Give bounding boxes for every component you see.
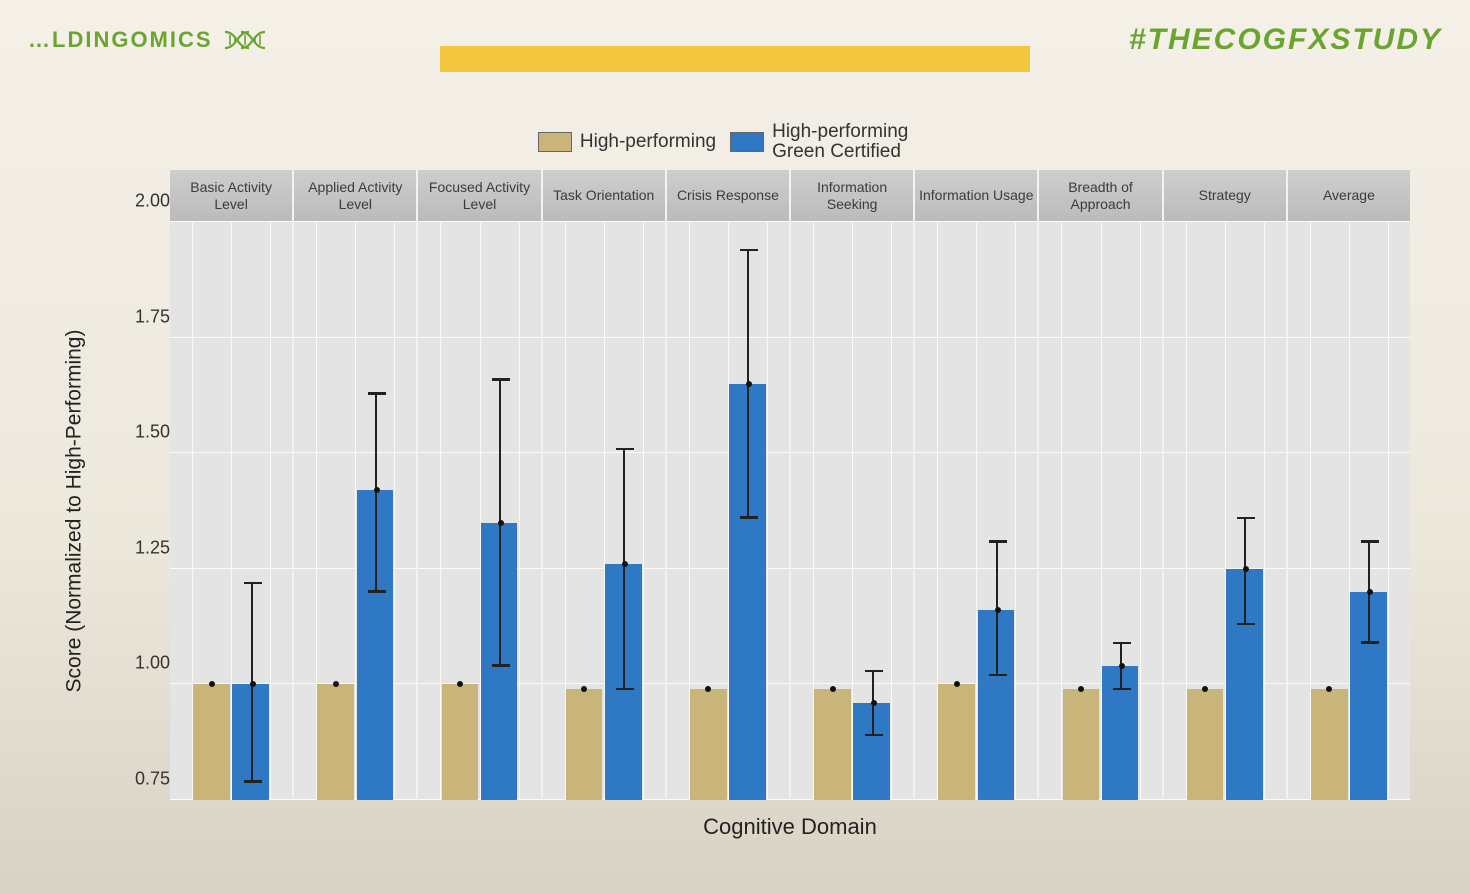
- legend-item-high-performing: High-performing: [538, 131, 716, 153]
- dna-icon: [223, 28, 267, 52]
- gridline-v: [1264, 222, 1265, 800]
- bar-high-performing: [1187, 689, 1224, 800]
- facet-plot: [418, 222, 540, 800]
- gridline-v: [1388, 222, 1389, 800]
- error-bar: [996, 541, 998, 675]
- error-bar: [1244, 518, 1246, 624]
- facet-plot: [294, 222, 416, 800]
- facet-panel: Applied Activity Level: [292, 170, 416, 800]
- facet-header: Focused Activity Level: [418, 170, 540, 222]
- y-axis: 0.751.001.251.501.752.00: [120, 222, 170, 800]
- legend-swatch-b: [730, 132, 764, 152]
- facet-plot: [543, 222, 665, 800]
- gridline-v: [767, 222, 768, 800]
- error-bar: [1120, 643, 1122, 689]
- bar-marker: [830, 686, 836, 692]
- facet-plot: [667, 222, 789, 800]
- gridline-v: [1140, 222, 1141, 800]
- facet-panel: Crisis Response: [665, 170, 789, 800]
- y-axis-label: Score (Normalized to High-Performing): [54, 222, 94, 800]
- bar-high-performing: [1311, 689, 1348, 800]
- facet-header: Average: [1288, 170, 1410, 222]
- brand-text: …LDINGOMICS: [28, 27, 213, 53]
- y-tick: 1.50: [135, 422, 170, 443]
- bar-high-performing: [690, 689, 727, 800]
- bar-high-performing: [938, 684, 975, 800]
- bar-marker: [705, 686, 711, 692]
- y-tick: 2.00: [135, 191, 170, 212]
- facet-panel: Information Usage: [913, 170, 1037, 800]
- facet-panel: Focused Activity Level: [416, 170, 540, 800]
- bar-marker: [1078, 686, 1084, 692]
- header-left-brand: …LDINGOMICS: [28, 27, 267, 53]
- facet-header: Information Usage: [915, 170, 1037, 222]
- facet-panel: Breadth of Approach: [1037, 170, 1161, 800]
- bar-high-performing: [193, 684, 230, 800]
- legend: High-performing High-performing Green Ce…: [60, 120, 1410, 164]
- facet-header: Information Seeking: [791, 170, 913, 222]
- x-axis-label: Cognitive Domain: [170, 814, 1410, 840]
- bar-high-performing: [566, 689, 603, 800]
- facet-header: Task Orientation: [543, 170, 665, 222]
- legend-label-a: High-performing: [580, 131, 716, 153]
- gridline-v: [891, 222, 892, 800]
- facet-panel: Strategy: [1162, 170, 1286, 800]
- bar-marker: [954, 681, 960, 687]
- bar-marker: [1202, 686, 1208, 692]
- gridline-v: [270, 222, 271, 800]
- y-tick: 1.25: [135, 537, 170, 558]
- error-bar: [747, 250, 749, 518]
- y-tick: 1.00: [135, 653, 170, 674]
- y-tick: 1.75: [135, 306, 170, 327]
- bar-marker: [457, 681, 463, 687]
- bar-marker: [581, 686, 587, 692]
- bar-marker: [1326, 686, 1332, 692]
- facet-panel: Task Orientation: [541, 170, 665, 800]
- header-hashtag: #THECOGFXSTUDY: [1129, 23, 1442, 57]
- facet-panel: Information Seeking: [789, 170, 913, 800]
- legend-item-green-certified: High-performing Green Certified: [730, 122, 932, 162]
- facet-header: Applied Activity Level: [294, 170, 416, 222]
- facet-plot: [915, 222, 1037, 800]
- yellow-accent-bar: [440, 46, 1030, 72]
- gridline-v: [643, 222, 644, 800]
- facet-header: Strategy: [1164, 170, 1286, 222]
- chart: High-performing High-performing Green Ce…: [60, 120, 1410, 840]
- facet-panel: Basic Activity Level: [170, 170, 292, 800]
- y-tick: 0.75: [135, 769, 170, 790]
- slide: …LDINGOMICS #THECOGFXSTUDY High-performi…: [0, 0, 1470, 894]
- facet-plot: [1288, 222, 1410, 800]
- bar-high-performing: [317, 684, 354, 800]
- facet-plot: [791, 222, 913, 800]
- facet-header: Basic Activity Level: [170, 170, 292, 222]
- error-bar: [375, 393, 377, 592]
- facet-panels: Basic Activity LevelApplied Activity Lev…: [170, 170, 1410, 800]
- error-bar: [499, 379, 501, 666]
- bar-marker: [209, 681, 215, 687]
- bar-high-performing: [814, 689, 851, 800]
- bar-high-performing: [1063, 689, 1100, 800]
- gridline-v: [394, 222, 395, 800]
- gridline-v: [1015, 222, 1016, 800]
- error-bar: [872, 671, 874, 736]
- error-bar: [1368, 541, 1370, 643]
- facet-panel: Average: [1286, 170, 1410, 800]
- facet-plot: [170, 222, 292, 800]
- facet-plot: [1164, 222, 1286, 800]
- bar-high-performing: [442, 684, 479, 800]
- bar-marker: [333, 681, 339, 687]
- facet-plot: [1039, 222, 1161, 800]
- facet-header: Crisis Response: [667, 170, 789, 222]
- error-bar: [251, 583, 253, 782]
- legend-label-b: High-performing Green Certified: [772, 122, 932, 162]
- error-bar: [623, 449, 625, 689]
- legend-swatch-a: [538, 132, 572, 152]
- gridline-v: [519, 222, 520, 800]
- facet-header: Breadth of Approach: [1039, 170, 1161, 222]
